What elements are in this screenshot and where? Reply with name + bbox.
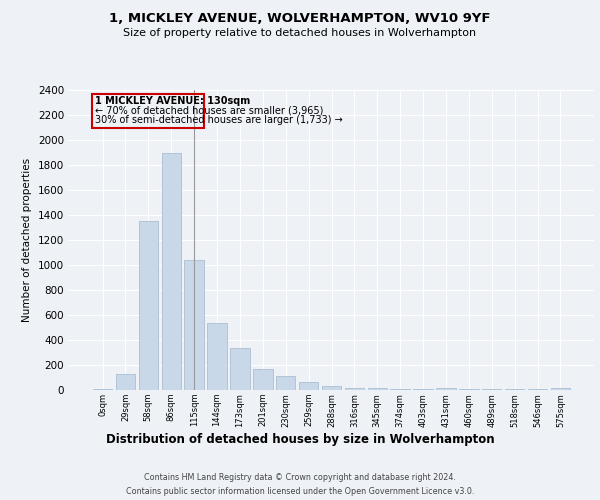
Bar [436,388,455,390]
Bar [139,221,158,390]
Bar [391,389,410,390]
Bar [184,260,204,390]
Bar [253,369,272,390]
Text: 30% of semi-detached houses are larger (1,733) →: 30% of semi-detached houses are larger (… [95,115,343,125]
Bar [276,376,295,390]
Bar [93,389,112,390]
Text: Distribution of detached houses by size in Wolverhampton: Distribution of detached houses by size … [106,432,494,446]
Bar [551,388,570,390]
Bar [161,152,181,390]
Text: Size of property relative to detached houses in Wolverhampton: Size of property relative to detached ho… [124,28,476,38]
Text: ← 70% of detached houses are smaller (3,965): ← 70% of detached houses are smaller (3,… [95,106,323,116]
Y-axis label: Number of detached properties: Number of detached properties [22,158,32,322]
Bar [230,348,250,390]
Text: 1 MICKLEY AVENUE: 130sqm: 1 MICKLEY AVENUE: 130sqm [95,96,250,106]
Bar [299,382,319,390]
Text: Contains public sector information licensed under the Open Government Licence v3: Contains public sector information licen… [126,488,474,496]
Text: Contains HM Land Registry data © Crown copyright and database right 2024.: Contains HM Land Registry data © Crown c… [144,472,456,482]
Bar [368,388,387,390]
Bar [344,388,364,390]
Text: 1, MICKLEY AVENUE, WOLVERHAMPTON, WV10 9YF: 1, MICKLEY AVENUE, WOLVERHAMPTON, WV10 9… [109,12,491,26]
Bar [116,374,135,390]
Bar [322,386,341,390]
Bar [208,322,227,390]
